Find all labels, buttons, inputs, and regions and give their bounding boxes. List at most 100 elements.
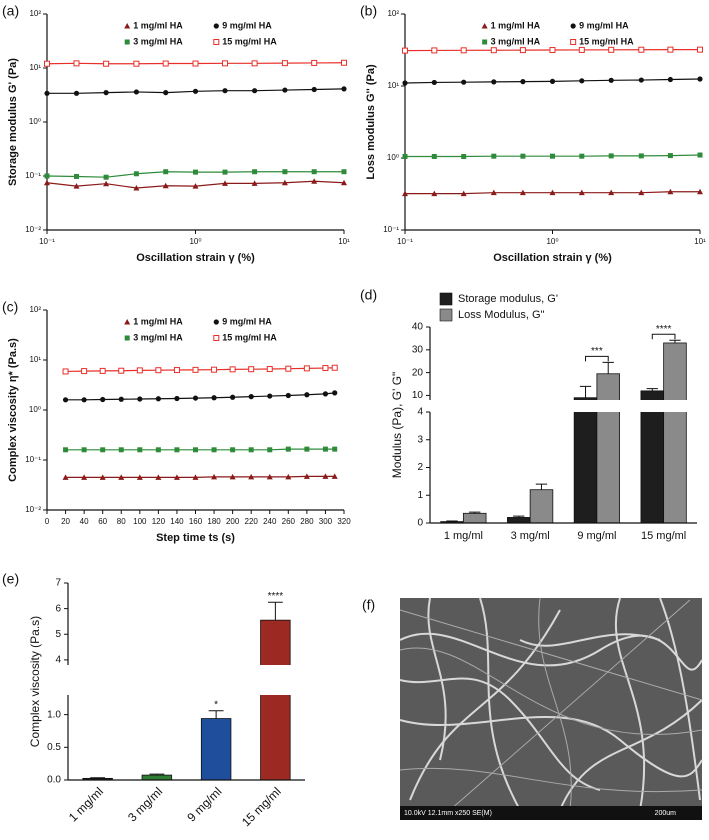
marker xyxy=(193,447,198,453)
image-scale: 200um xyxy=(655,810,677,817)
x-tick-label: 160 xyxy=(189,517,203,526)
error-bar xyxy=(602,361,614,374)
marker xyxy=(332,390,338,396)
marker xyxy=(118,474,125,480)
marker xyxy=(222,88,228,94)
marker xyxy=(100,447,106,453)
bar xyxy=(596,373,620,524)
axis-break xyxy=(424,400,703,412)
error-bar xyxy=(446,520,458,522)
x-tick-label: 140 xyxy=(170,517,184,526)
marker xyxy=(311,169,317,175)
legend-label: 9 mg/ml HA xyxy=(579,20,629,30)
panel-label: (a) xyxy=(2,3,19,19)
y-tick-label: 10⁻² xyxy=(25,225,41,234)
marker xyxy=(192,60,199,67)
legend-label: 9 mg/ml HA xyxy=(222,20,272,30)
legend-swatch xyxy=(439,308,453,322)
marker xyxy=(62,397,69,403)
axis-break xyxy=(62,665,311,695)
marker xyxy=(44,179,50,186)
marker xyxy=(267,447,273,453)
marker xyxy=(578,189,585,196)
marker xyxy=(638,153,644,159)
marker xyxy=(192,366,199,373)
marker xyxy=(303,473,310,479)
y-tick-label: 10 xyxy=(412,390,424,401)
marker xyxy=(481,23,488,29)
x-tick-label: 60 xyxy=(98,517,107,526)
marker xyxy=(162,60,169,67)
marker xyxy=(63,447,69,453)
marker xyxy=(213,335,220,341)
marker xyxy=(213,319,219,325)
marker xyxy=(118,396,124,402)
marker xyxy=(103,90,109,96)
marker xyxy=(549,189,556,196)
legend-label: 3 mg/ml HA xyxy=(133,36,183,46)
marker xyxy=(81,368,88,375)
marker xyxy=(520,153,526,159)
error-bar xyxy=(669,339,681,343)
panel-label: (c) xyxy=(2,299,18,315)
x-tick-label: 10⁰ xyxy=(546,237,558,246)
marker xyxy=(174,447,180,453)
marker xyxy=(155,474,162,480)
marker xyxy=(570,23,576,29)
marker xyxy=(331,473,338,479)
y-tick-label: 10¹ xyxy=(387,81,399,90)
error-bar xyxy=(267,601,283,621)
marker xyxy=(192,88,199,94)
series-line xyxy=(65,392,335,401)
marker xyxy=(281,179,288,186)
marker xyxy=(608,77,614,83)
bar xyxy=(462,512,487,524)
marker xyxy=(133,184,140,191)
y-tick-label: 2 xyxy=(417,462,423,473)
marker xyxy=(697,152,703,158)
y-tick-label: 1.0 xyxy=(47,709,61,720)
marker xyxy=(192,474,199,480)
marker xyxy=(173,474,180,480)
marker xyxy=(431,153,437,159)
marker xyxy=(608,153,614,159)
marker xyxy=(549,47,556,54)
marker xyxy=(124,39,130,45)
fine-fibers xyxy=(399,597,703,811)
y-tick-label: 5 xyxy=(55,629,61,640)
fibers xyxy=(399,597,703,811)
marker xyxy=(193,169,198,175)
y-tick-label: 10¹ xyxy=(29,355,41,364)
marker xyxy=(136,367,143,374)
marker xyxy=(229,473,236,480)
significance-bracket xyxy=(651,333,676,340)
marker xyxy=(162,182,169,189)
marker xyxy=(608,189,615,196)
marker xyxy=(461,153,467,159)
marker xyxy=(222,169,228,175)
marker xyxy=(133,60,140,67)
bar xyxy=(141,774,173,781)
marker xyxy=(332,446,338,452)
x-tick-label: 10¹ xyxy=(338,237,350,246)
bar xyxy=(663,342,687,524)
legend-label: 15 mg/ml HA xyxy=(222,332,277,342)
marker xyxy=(303,365,310,372)
marker xyxy=(62,368,69,375)
marker xyxy=(100,396,106,403)
legend-label: Loss Modulus, G" xyxy=(458,309,545,321)
marker xyxy=(520,79,526,85)
marker xyxy=(251,88,258,94)
y-tick-label: 3 xyxy=(417,434,423,445)
x-tick-label: 15 mg/ml xyxy=(239,784,284,829)
marker xyxy=(230,394,236,400)
marker xyxy=(490,189,497,196)
marker xyxy=(74,173,80,179)
marker xyxy=(124,23,131,29)
marker xyxy=(579,153,585,159)
marker xyxy=(44,60,50,67)
x-axis-title: Step time ts (s) xyxy=(156,532,235,544)
x-tick-label: 9 mg/ml xyxy=(184,784,224,824)
x-tick-label: 260 xyxy=(282,517,296,526)
